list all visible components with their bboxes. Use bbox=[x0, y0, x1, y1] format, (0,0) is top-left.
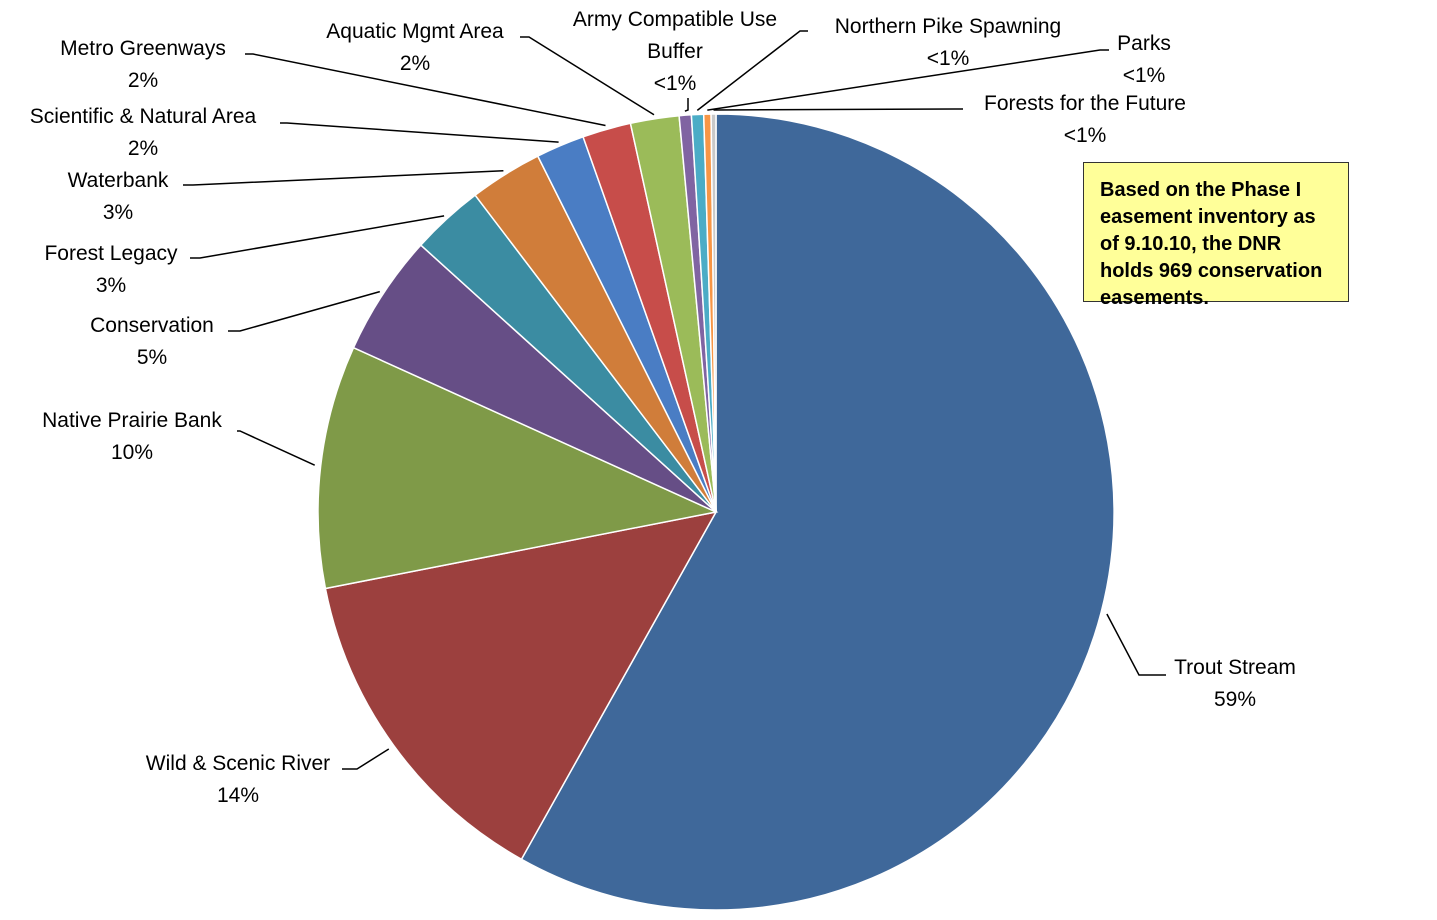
value-northern-pike-spawning: <1% bbox=[927, 47, 970, 70]
slice-forests-for-the-future bbox=[710, 113, 717, 513]
value-aquatic-mgmt-area: 2% bbox=[400, 52, 430, 75]
leader-parks bbox=[707, 49, 1109, 111]
leader-northern-pike-spawning bbox=[696, 30, 808, 111]
leader-conservation bbox=[228, 290, 381, 332]
leader-forests-for-the-future bbox=[713, 108, 963, 111]
label-army-compatible-use-buffer-line1: Army Compatible Use bbox=[573, 8, 777, 31]
pie-slices bbox=[317, 113, 1115, 911]
annotation-text: Based on the Phase I easement inventory … bbox=[1100, 179, 1323, 309]
label-waterbank: Waterbank bbox=[68, 169, 169, 192]
value-metro-greenways: 2% bbox=[128, 69, 158, 92]
slice-labels: Trout Stream 59% Wild & Scenic River 14% Nat… bbox=[30, 8, 1296, 807]
slice-wild-and-scenic-river bbox=[324, 510, 718, 861]
value-trout-stream: 59% bbox=[1214, 688, 1256, 711]
label-conservation: Conservation bbox=[90, 314, 214, 337]
value-scientific-and-natural-area: 2% bbox=[128, 137, 158, 160]
label-forests-for-the-future: Forests for the Future bbox=[984, 92, 1186, 115]
leader-metro-greenways bbox=[245, 53, 606, 127]
slice-trout-stream bbox=[520, 113, 1115, 911]
label-wild-and-scenic-river: Wild & Scenic River bbox=[146, 752, 330, 775]
slice-native-prairie-bank bbox=[317, 346, 719, 590]
leader-army-compatible-use-buffer bbox=[684, 98, 689, 112]
leader-scientific-and-natural-area bbox=[280, 122, 559, 143]
leader-aquatic-mgmt-area bbox=[520, 36, 655, 116]
label-trout-stream: Trout Stream bbox=[1174, 656, 1296, 679]
value-forest-legacy: 3% bbox=[96, 274, 126, 297]
label-forest-legacy: Forest Legacy bbox=[44, 242, 178, 265]
value-conservation: 5% bbox=[137, 346, 167, 369]
value-waterbank: 3% bbox=[103, 201, 133, 224]
label-native-prairie-bank: Native Prairie Bank bbox=[42, 409, 222, 432]
value-parks: <1% bbox=[1123, 64, 1166, 87]
label-northern-pike-spawning: Northern Pike Spawning bbox=[835, 15, 1061, 38]
value-forests-for-the-future: <1% bbox=[1064, 124, 1107, 147]
value-wild-and-scenic-river: 14% bbox=[217, 784, 259, 807]
annotation-box: Based on the Phase I easement inventory … bbox=[1083, 162, 1349, 309]
leader-wild-and-scenic-river bbox=[342, 748, 390, 770]
leader-trout-stream bbox=[1106, 613, 1166, 676]
leader-native-prairie-bank bbox=[237, 430, 316, 466]
label-aquatic-mgmt-area: Aquatic Mgmt Area bbox=[326, 20, 504, 43]
label-metro-greenways: Metro Greenways bbox=[60, 37, 226, 60]
leader-waterbank bbox=[183, 170, 504, 186]
leader-forest-legacy bbox=[190, 215, 445, 259]
leader-lines bbox=[183, 30, 1166, 770]
label-parks: Parks bbox=[1117, 32, 1171, 55]
label-army-compatible-use-buffer-line2: Buffer bbox=[647, 40, 703, 63]
value-native-prairie-bank: 10% bbox=[111, 441, 153, 464]
label-scientific-and-natural-area: Scientific & Natural Area bbox=[30, 105, 257, 128]
value-army-compatible-use-buffer: <1% bbox=[654, 72, 697, 95]
